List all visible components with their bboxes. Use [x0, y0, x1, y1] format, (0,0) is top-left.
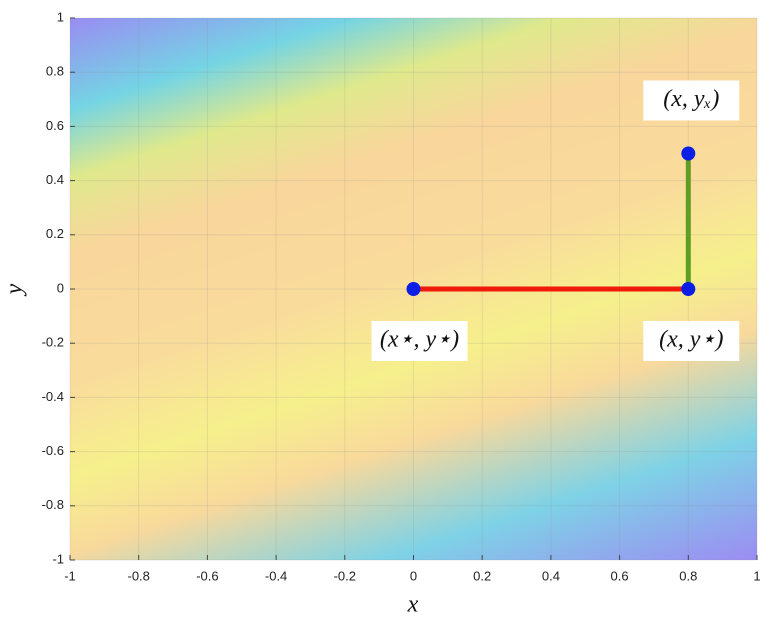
x-tick-label: 1 [753, 568, 760, 583]
point [681, 282, 696, 296]
x-tick-label: 0.4 [542, 568, 560, 583]
y-tick-label: -0.8 [42, 497, 64, 512]
y-tick-label: 0.2 [46, 226, 64, 241]
y-tick-label: -0.4 [42, 389, 64, 404]
y-tick-label: 0.4 [46, 172, 64, 187]
y-tick-label: -0.6 [42, 443, 64, 458]
label-box [371, 321, 468, 361]
y-tick-label: -1 [52, 551, 64, 566]
x-tick-label: 0.8 [679, 568, 697, 583]
point-label: (x, yₓ) [663, 86, 719, 112]
label-box [643, 80, 740, 121]
y-tick-label: 0.8 [46, 64, 64, 79]
x-tick-label: 0.2 [473, 568, 491, 583]
y-tick-label: 0 [57, 280, 64, 295]
x-tick-label: -0.2 [334, 568, 356, 583]
x-tick-label: -0.4 [265, 568, 287, 583]
x-tick-label: -0.8 [127, 568, 149, 583]
x-tick-label: -1 [64, 568, 76, 583]
y-axis-label: y [2, 283, 28, 296]
point [406, 282, 421, 296]
y-tick-label: 0.6 [46, 118, 64, 133]
x-axis-label: x [407, 592, 419, 618]
y-tick-label: 1 [57, 9, 64, 24]
y-tick-label: -0.2 [42, 335, 64, 350]
x-tick-label: 0.6 [611, 568, 629, 583]
point-label: (x, y⋆) [659, 327, 723, 353]
point-label: (x⋆, y⋆) [380, 327, 459, 353]
label-box [643, 321, 740, 361]
point [681, 146, 696, 161]
x-tick-label: -0.6 [196, 568, 218, 583]
x-tick-label: 0 [410, 568, 417, 583]
